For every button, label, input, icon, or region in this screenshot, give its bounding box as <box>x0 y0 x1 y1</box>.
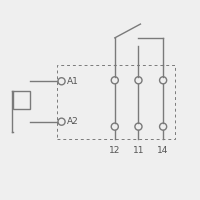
Text: A1: A1 <box>66 77 78 86</box>
Bar <box>13 91 30 109</box>
Text: 12: 12 <box>109 146 120 155</box>
Text: 11: 11 <box>133 146 144 155</box>
Text: A2: A2 <box>66 117 78 126</box>
Bar <box>57 64 175 139</box>
Text: 14: 14 <box>157 146 169 155</box>
